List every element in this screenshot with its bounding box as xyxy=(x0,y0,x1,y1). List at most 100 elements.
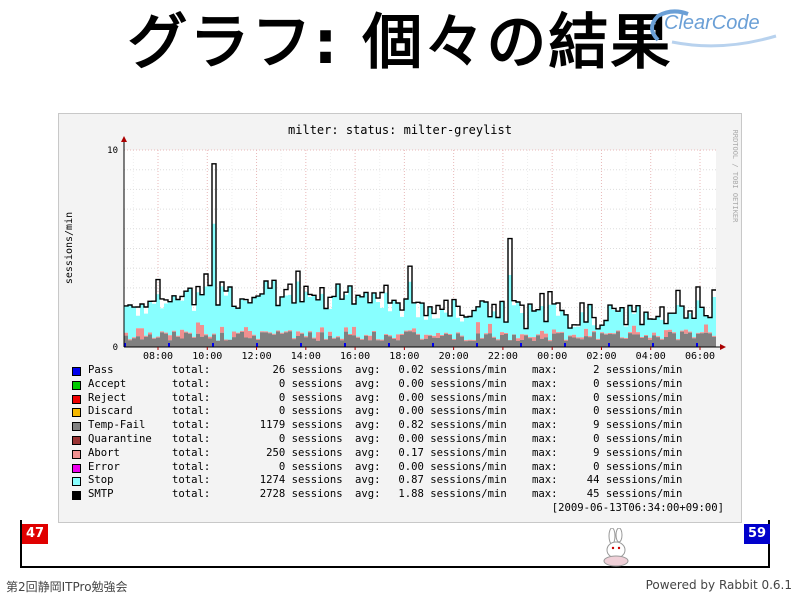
legend-avg-value: 0.00 sessions/min xyxy=(392,460,507,473)
legend-avg-value: 0.02 sessions/min xyxy=(392,364,507,376)
legend-name: SMTP xyxy=(88,488,114,501)
legend-max-value: 45 sessions/min xyxy=(574,488,683,501)
series-temp-fail-area xyxy=(124,331,716,347)
legend-avg-value: 0.00 sessions/min xyxy=(392,432,507,445)
x-tick-label: 08:00 xyxy=(143,351,173,362)
legend-total-label: total: xyxy=(172,377,211,390)
legend-max-value: 2 sessions/min xyxy=(574,364,683,376)
legend-max-value: 0 sessions/min xyxy=(574,405,683,418)
rrdtool-credit: RRDTOOL / TOBI OETIKER xyxy=(731,130,739,224)
legend-avg-value: 0.17 sessions/min xyxy=(392,446,507,459)
legend-swatch xyxy=(72,477,81,487)
legend-swatch xyxy=(72,435,81,445)
x-tick-label: 12:00 xyxy=(241,351,271,362)
legend-name: Discard xyxy=(88,405,133,418)
legend-avg-label: avg: xyxy=(355,474,381,487)
legend-max-label: max: xyxy=(532,446,558,459)
legend-max-label: max: xyxy=(532,377,558,390)
legend-total-value: 1274 sessions xyxy=(247,474,343,487)
legend-total-label: total: xyxy=(172,419,211,432)
legend-total-label: total: xyxy=(172,488,211,501)
footer-event-name: 第2回静岡ITPro勉強会 xyxy=(6,580,128,594)
legend-max-value: 44 sessions/min xyxy=(574,474,683,487)
legend-name: Quarantine xyxy=(88,432,152,445)
legend-avg-value: 0.82 sessions/min xyxy=(392,419,507,432)
progress-track xyxy=(20,566,770,568)
legend-max-label: max: xyxy=(532,391,558,404)
legend-max-label: max: xyxy=(532,419,558,432)
chart-legend: Pass total: 26 sessions avg: 0.02 sessions… xyxy=(72,364,732,502)
x-tick-label: 02:00 xyxy=(586,351,616,362)
legend-avg-value: 0.00 sessions/min xyxy=(392,391,507,404)
legend-max-value: 9 sessions/min xyxy=(574,419,683,432)
series-abort-area xyxy=(124,322,716,342)
legend-swatch xyxy=(72,491,81,501)
current-page-number: 47 xyxy=(22,524,48,544)
total-page-number: 59 xyxy=(744,524,770,544)
footer-powered-by: Powered by Rabbit 0.6.1 xyxy=(645,578,792,592)
legend-total-value: 1179 sessions xyxy=(247,419,343,432)
legend-swatch xyxy=(72,408,81,418)
legend-swatch xyxy=(72,380,81,390)
chart-title: milter: status: milter-greylist xyxy=(288,123,512,137)
clearcode-logo: ClearCode xyxy=(642,6,782,48)
legend-name: Abort xyxy=(88,446,120,459)
legend-max-label: max: xyxy=(532,488,558,501)
series-pass-mark xyxy=(432,343,434,347)
x-tick-label: 00:00 xyxy=(537,351,567,362)
legend-avg-value: 0.00 sessions/min xyxy=(392,377,507,390)
series-pass-mark xyxy=(388,343,390,347)
legend-total-value: 250 sessions xyxy=(247,446,343,459)
legend-swatch xyxy=(72,463,81,473)
series-pass-mark xyxy=(256,343,258,347)
legend-avg-label: avg: xyxy=(355,446,381,459)
legend-total-label: total: xyxy=(172,391,211,404)
series-pass-mark xyxy=(564,343,566,347)
legend-swatch xyxy=(72,367,81,376)
series-pass-mark xyxy=(696,343,698,347)
legend-avg-label: avg: xyxy=(355,391,381,404)
rabbit-icon xyxy=(603,528,629,567)
legend-row: Abort total: 250 sessions avg: 0.17 sessio… xyxy=(72,447,732,461)
legend-total-value: 26 sessions xyxy=(247,364,343,376)
legend-name: Stop xyxy=(88,474,114,487)
legend-total-label: total: xyxy=(172,364,211,376)
legend-swatch xyxy=(72,394,81,404)
x-tick-label: 14:00 xyxy=(291,351,321,362)
legend-max-value: 0 sessions/min xyxy=(574,432,683,445)
series-pass-mark xyxy=(476,343,478,347)
x-tick-label: 20:00 xyxy=(439,351,469,362)
legend-name: Error xyxy=(88,460,120,473)
x-tick-label: 22:00 xyxy=(488,351,518,362)
legend-max-label: max: xyxy=(532,432,558,445)
legend-total-label: total: xyxy=(172,432,211,445)
series-pass-mark xyxy=(124,343,126,347)
legend-row: Pass total: 26 sessions avg: 0.02 sessions… xyxy=(72,364,732,378)
legend-row: Accept total: 0 sessions avg: 0.00 session… xyxy=(72,378,732,392)
legend-name: Accept xyxy=(88,377,127,390)
legend-max-label: max: xyxy=(532,364,558,376)
series-smtp-line xyxy=(124,163,716,330)
legend-row: Error total: 0 sessions avg: 0.00 sessions… xyxy=(72,461,732,475)
logo-text: ClearCode xyxy=(664,12,760,34)
legend-avg-value: 1.88 sessions/min xyxy=(392,488,507,501)
legend-row: SMTP total: 2728 sessions avg: 1.88 sessio… xyxy=(72,488,732,502)
y-tick-label: 10 xyxy=(107,146,118,156)
chart-timestamp: [2009-06-13T06:34:00+09:00] xyxy=(551,502,724,514)
legend-row: Temp-Fail total: 1179 sessions avg: 0.82 s… xyxy=(72,419,732,433)
legend-total-value: 0 sessions xyxy=(247,405,343,418)
y-axis-label: sessions/min xyxy=(64,212,75,284)
legend-max-label: max: xyxy=(532,460,558,473)
x-tick-label: 06:00 xyxy=(685,351,715,362)
series-pass-mark xyxy=(344,343,346,347)
x-tick-label: 04:00 xyxy=(636,351,666,362)
y-tick-label: 0 xyxy=(113,343,118,353)
legend-max-value: 9 sessions/min xyxy=(574,446,683,459)
legend-avg-value: 0.87 sessions/min xyxy=(392,474,507,487)
legend-avg-label: avg: xyxy=(355,460,381,473)
slide-title: グラフ: 個々の結果 xyxy=(127,8,673,78)
legend-row: Reject total: 0 sessions avg: 0.00 session… xyxy=(72,392,732,406)
legend-max-value: 0 sessions/min xyxy=(574,377,683,390)
series-pass-mark xyxy=(212,343,214,347)
